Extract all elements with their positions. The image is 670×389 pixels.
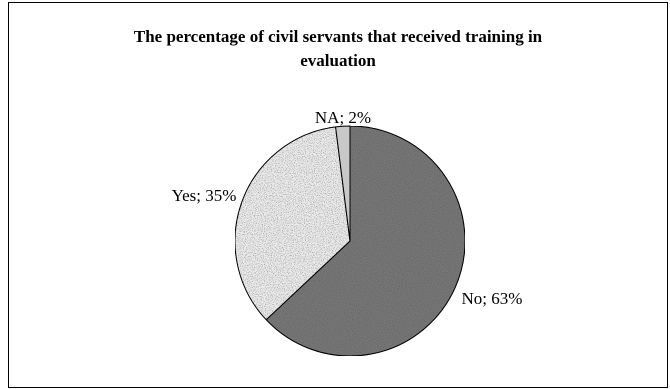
pie-label-na: NA; 2% (315, 108, 371, 127)
pie-label-yes: Yes; 35% (172, 186, 237, 205)
pie-label-no: No; 63% (462, 289, 523, 308)
